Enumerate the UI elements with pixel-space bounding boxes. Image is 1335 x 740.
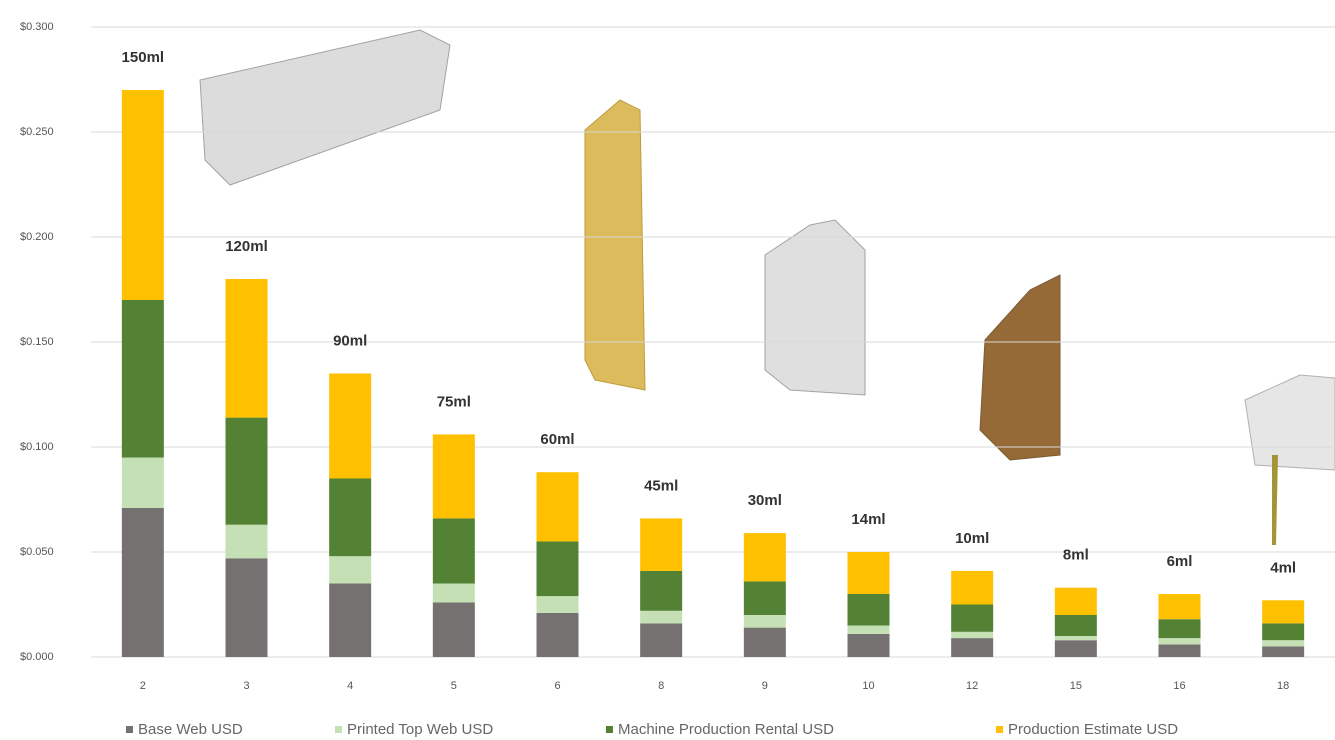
bar-label: 150ml [122,49,165,66]
bottle-image [199,29,451,186]
y-tick-label: $0.200 [20,231,54,243]
bar-segment [743,581,786,615]
bar-label: 45ml [644,477,678,494]
legend-label: Base Web USD [138,721,243,738]
oil-drip [1272,455,1278,545]
bar-segment [640,570,683,611]
x-tick-label: 8 [658,680,664,692]
bar-label: 8ml [1063,547,1089,564]
y-tick-label: $0.300 [20,21,54,33]
bar-segment [121,507,164,657]
bar-segment [121,457,164,508]
bar-segment [1054,636,1097,641]
bar-segment [329,556,372,584]
x-tick-label: 10 [862,680,874,692]
x-tick-label: 16 [1173,680,1185,692]
bar-segment [847,625,890,634]
bar-segment [1262,600,1305,624]
y-tick-label: $0.250 [20,126,54,138]
bar-segment [743,533,786,582]
bar-label: 10ml [955,530,989,547]
bar-label: 120ml [225,238,268,255]
bar-segment [951,631,994,639]
bar-segment [951,638,994,657]
bar-segment [121,300,164,458]
sachet-image [979,274,1061,461]
bar-segment [1054,615,1097,636]
x-tick-label: 5 [451,680,457,692]
bar-segment [329,373,372,479]
x-tick-label: 12 [966,680,978,692]
bar-segment [432,518,475,584]
x-tick-label: 3 [243,680,249,692]
bar-segment [432,602,475,657]
bar-segment [536,596,579,613]
bar-segment [1054,640,1097,657]
product-images [199,29,1335,545]
bar-segment [225,558,268,657]
legend-swatch [996,726,1003,733]
bar-label: 60ml [540,431,574,448]
legend-swatch [335,726,342,733]
bar-segment [743,615,786,628]
bar-segment [432,434,475,519]
bar-segment [640,518,683,571]
bar-segment [951,570,994,605]
bar-label: 14ml [851,511,885,528]
x-tick-label: 4 [347,680,353,692]
bar-segment [536,541,579,597]
bar-segment [640,610,683,624]
bar-segment [1158,638,1201,645]
bar-segment [536,472,579,542]
sachet-image [1244,374,1335,471]
bar-segment [847,552,890,594]
bar-segment [951,604,994,632]
pouch-image [584,99,646,391]
bar-segment [225,417,268,525]
bar-segment [743,627,786,657]
bar-segment [1262,623,1305,641]
legend-label: Machine Production Rental USD [618,721,834,738]
x-tick-label: 6 [554,680,560,692]
bar-segment [1158,619,1201,639]
legend-swatch [606,726,613,733]
pouch-image [764,219,866,396]
y-tick-label: $0.050 [20,546,54,558]
y-tick-label: $0.150 [20,336,54,348]
bar-label: 6ml [1167,553,1193,570]
x-tick-label: 15 [1070,680,1082,692]
bar-segment [329,478,372,557]
bar-label: 30ml [748,492,782,509]
legend-label: Printed Top Web USD [347,721,493,738]
bar-segment [847,594,890,626]
bar-segment [1262,646,1305,657]
bar-segment [1158,594,1201,620]
x-tick-label: 18 [1277,680,1289,692]
legend-swatch [126,726,133,733]
bar-segment [847,633,890,657]
bar-segment [225,524,268,559]
bar-segment [121,90,164,300]
x-tick-label: 2 [140,680,146,692]
y-tick-label: $0.000 [20,651,54,663]
bar-segment [329,583,372,657]
bar-segment [1262,640,1305,647]
bar-label: 90ml [333,332,367,349]
bar-segment [432,583,475,603]
x-tick-label: 9 [762,680,768,692]
bar-segment [225,279,268,418]
bar-segment [536,612,579,657]
bar-label: 4ml [1270,559,1296,576]
bar-segment [640,623,683,657]
legend-label: Production Estimate USD [1008,721,1178,738]
bar-segment [1158,644,1201,657]
y-tick-label: $0.100 [20,441,54,453]
bar-label: 75ml [437,393,471,410]
bar-segment [1054,587,1097,615]
